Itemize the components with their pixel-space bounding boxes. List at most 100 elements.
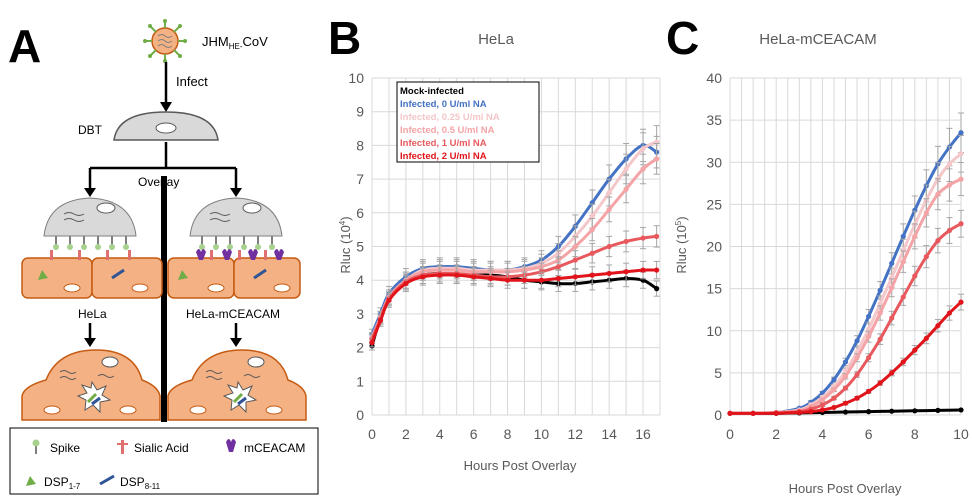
data-point: [606, 206, 612, 213]
data-point: [842, 400, 849, 406]
panel-a-divider: [161, 176, 167, 422]
right-sialic-acids: [210, 250, 267, 260]
chart-b-title: HeLa: [478, 31, 515, 48]
data-point: [606, 270, 612, 277]
dbt-label: DBT: [78, 123, 103, 137]
data-point: [877, 287, 883, 293]
data-point: [819, 407, 826, 413]
data-point: [589, 227, 595, 233]
data-point: [623, 238, 629, 245]
y-tick-label: 6: [356, 205, 364, 221]
data-point: [958, 299, 964, 305]
x-tick-label: 10: [953, 426, 969, 442]
overlay-arrowhead-left: [84, 188, 96, 197]
y-tick-label: 9: [356, 104, 364, 120]
virus-icon: [143, 19, 187, 63]
y-tick-label: 3: [356, 306, 364, 322]
data-point: [935, 407, 941, 413]
data-point: [912, 408, 918, 414]
legend-dsp1-label: DSP1-7: [44, 475, 81, 491]
x-tick-label: 4: [436, 426, 444, 442]
data-point: [831, 377, 837, 383]
data-point: [889, 408, 895, 414]
overlay-arrows: [88, 142, 238, 190]
data-point: [877, 301, 883, 307]
y-tick-label: 8: [356, 137, 364, 153]
virus-label: JHMHE-CoV: [202, 34, 268, 51]
data-point: [877, 336, 883, 342]
data-point: [946, 227, 953, 234]
chart-c-title: HeLa-mCEACAM: [759, 31, 877, 48]
chart-c-series: [727, 112, 964, 416]
left-dbt-cell: [43, 197, 137, 237]
data-point: [946, 182, 953, 188]
data-point: [923, 210, 929, 216]
x-tick-label: 12: [568, 426, 584, 442]
y-tick-label: 35: [706, 112, 722, 128]
data-point: [958, 130, 964, 136]
x-tick-label: 8: [911, 426, 919, 442]
data-point: [935, 191, 941, 197]
panel-a-letter: A: [8, 20, 41, 72]
data-point: [854, 338, 860, 344]
data-point: [727, 410, 733, 416]
series-group: [727, 293, 964, 416]
data-point: [654, 267, 660, 273]
data-point: [589, 272, 595, 278]
data-point: [866, 388, 872, 395]
data-point: [866, 355, 872, 361]
data-point: [912, 273, 918, 279]
data-point: [831, 395, 837, 401]
data-point: [796, 409, 802, 416]
data-point: [454, 272, 460, 278]
data-point: [889, 315, 895, 321]
data-point: [640, 267, 646, 273]
y-tick-label: 20: [706, 239, 722, 255]
data-point: [808, 409, 814, 415]
data-point: [889, 260, 895, 266]
overlay-arrowhead-right: [230, 188, 242, 197]
legend-entry: Infected, 0 U/ml NA: [400, 99, 487, 110]
data-point: [572, 257, 578, 263]
data-point: [946, 310, 953, 316]
right-cell-label: HeLa-mCEACAM: [186, 307, 280, 321]
panel-c-letter: C: [666, 12, 699, 64]
mceacam-icon: [226, 439, 236, 452]
data-point: [912, 233, 918, 239]
left-cell-label: HeLa: [78, 307, 107, 321]
series-line: [370, 234, 657, 340]
data-point: [555, 275, 561, 282]
series-line: [370, 143, 658, 335]
legend-entry: Infected, 0.25 U/ml NA: [400, 112, 500, 123]
data-point: [831, 387, 837, 393]
data-point: [935, 238, 941, 244]
legend-dsp2-label: DSP8-11: [120, 475, 161, 491]
right-dbt-cell: [189, 197, 283, 237]
data-point: [654, 286, 660, 292]
data-point: [623, 166, 629, 172]
data-point: [819, 402, 826, 408]
series-group: [369, 225, 660, 345]
data-point: [877, 380, 883, 386]
legend-entry: Mock-infected: [400, 86, 464, 97]
spike-icon: [32, 439, 40, 454]
y-tick-label: 40: [706, 70, 722, 86]
data-point: [487, 275, 494, 282]
right-down-arrowhead: [230, 338, 242, 347]
series-group: [369, 260, 660, 348]
legend-entry: Infected, 0.5 U/ml NA: [400, 125, 495, 136]
legend-entry: Infected, 1 U/ml NA: [400, 138, 487, 149]
data-point: [958, 407, 964, 413]
right-spike-tips: [199, 244, 275, 250]
data-point: [640, 166, 646, 172]
legend-sialic-label: Sialic Acid: [134, 441, 189, 455]
x-tick-label: 10: [534, 426, 550, 442]
x-tick-label: 14: [601, 426, 617, 442]
schematic-legend-box: [9, 427, 319, 495]
panel-a: A JHMHE-CoV Infect DBT: [8, 19, 319, 495]
overlay-label: Overlay: [138, 175, 179, 189]
legend-spike-label: Spike: [50, 441, 80, 455]
data-point: [819, 397, 826, 403]
data-point: [386, 297, 392, 304]
